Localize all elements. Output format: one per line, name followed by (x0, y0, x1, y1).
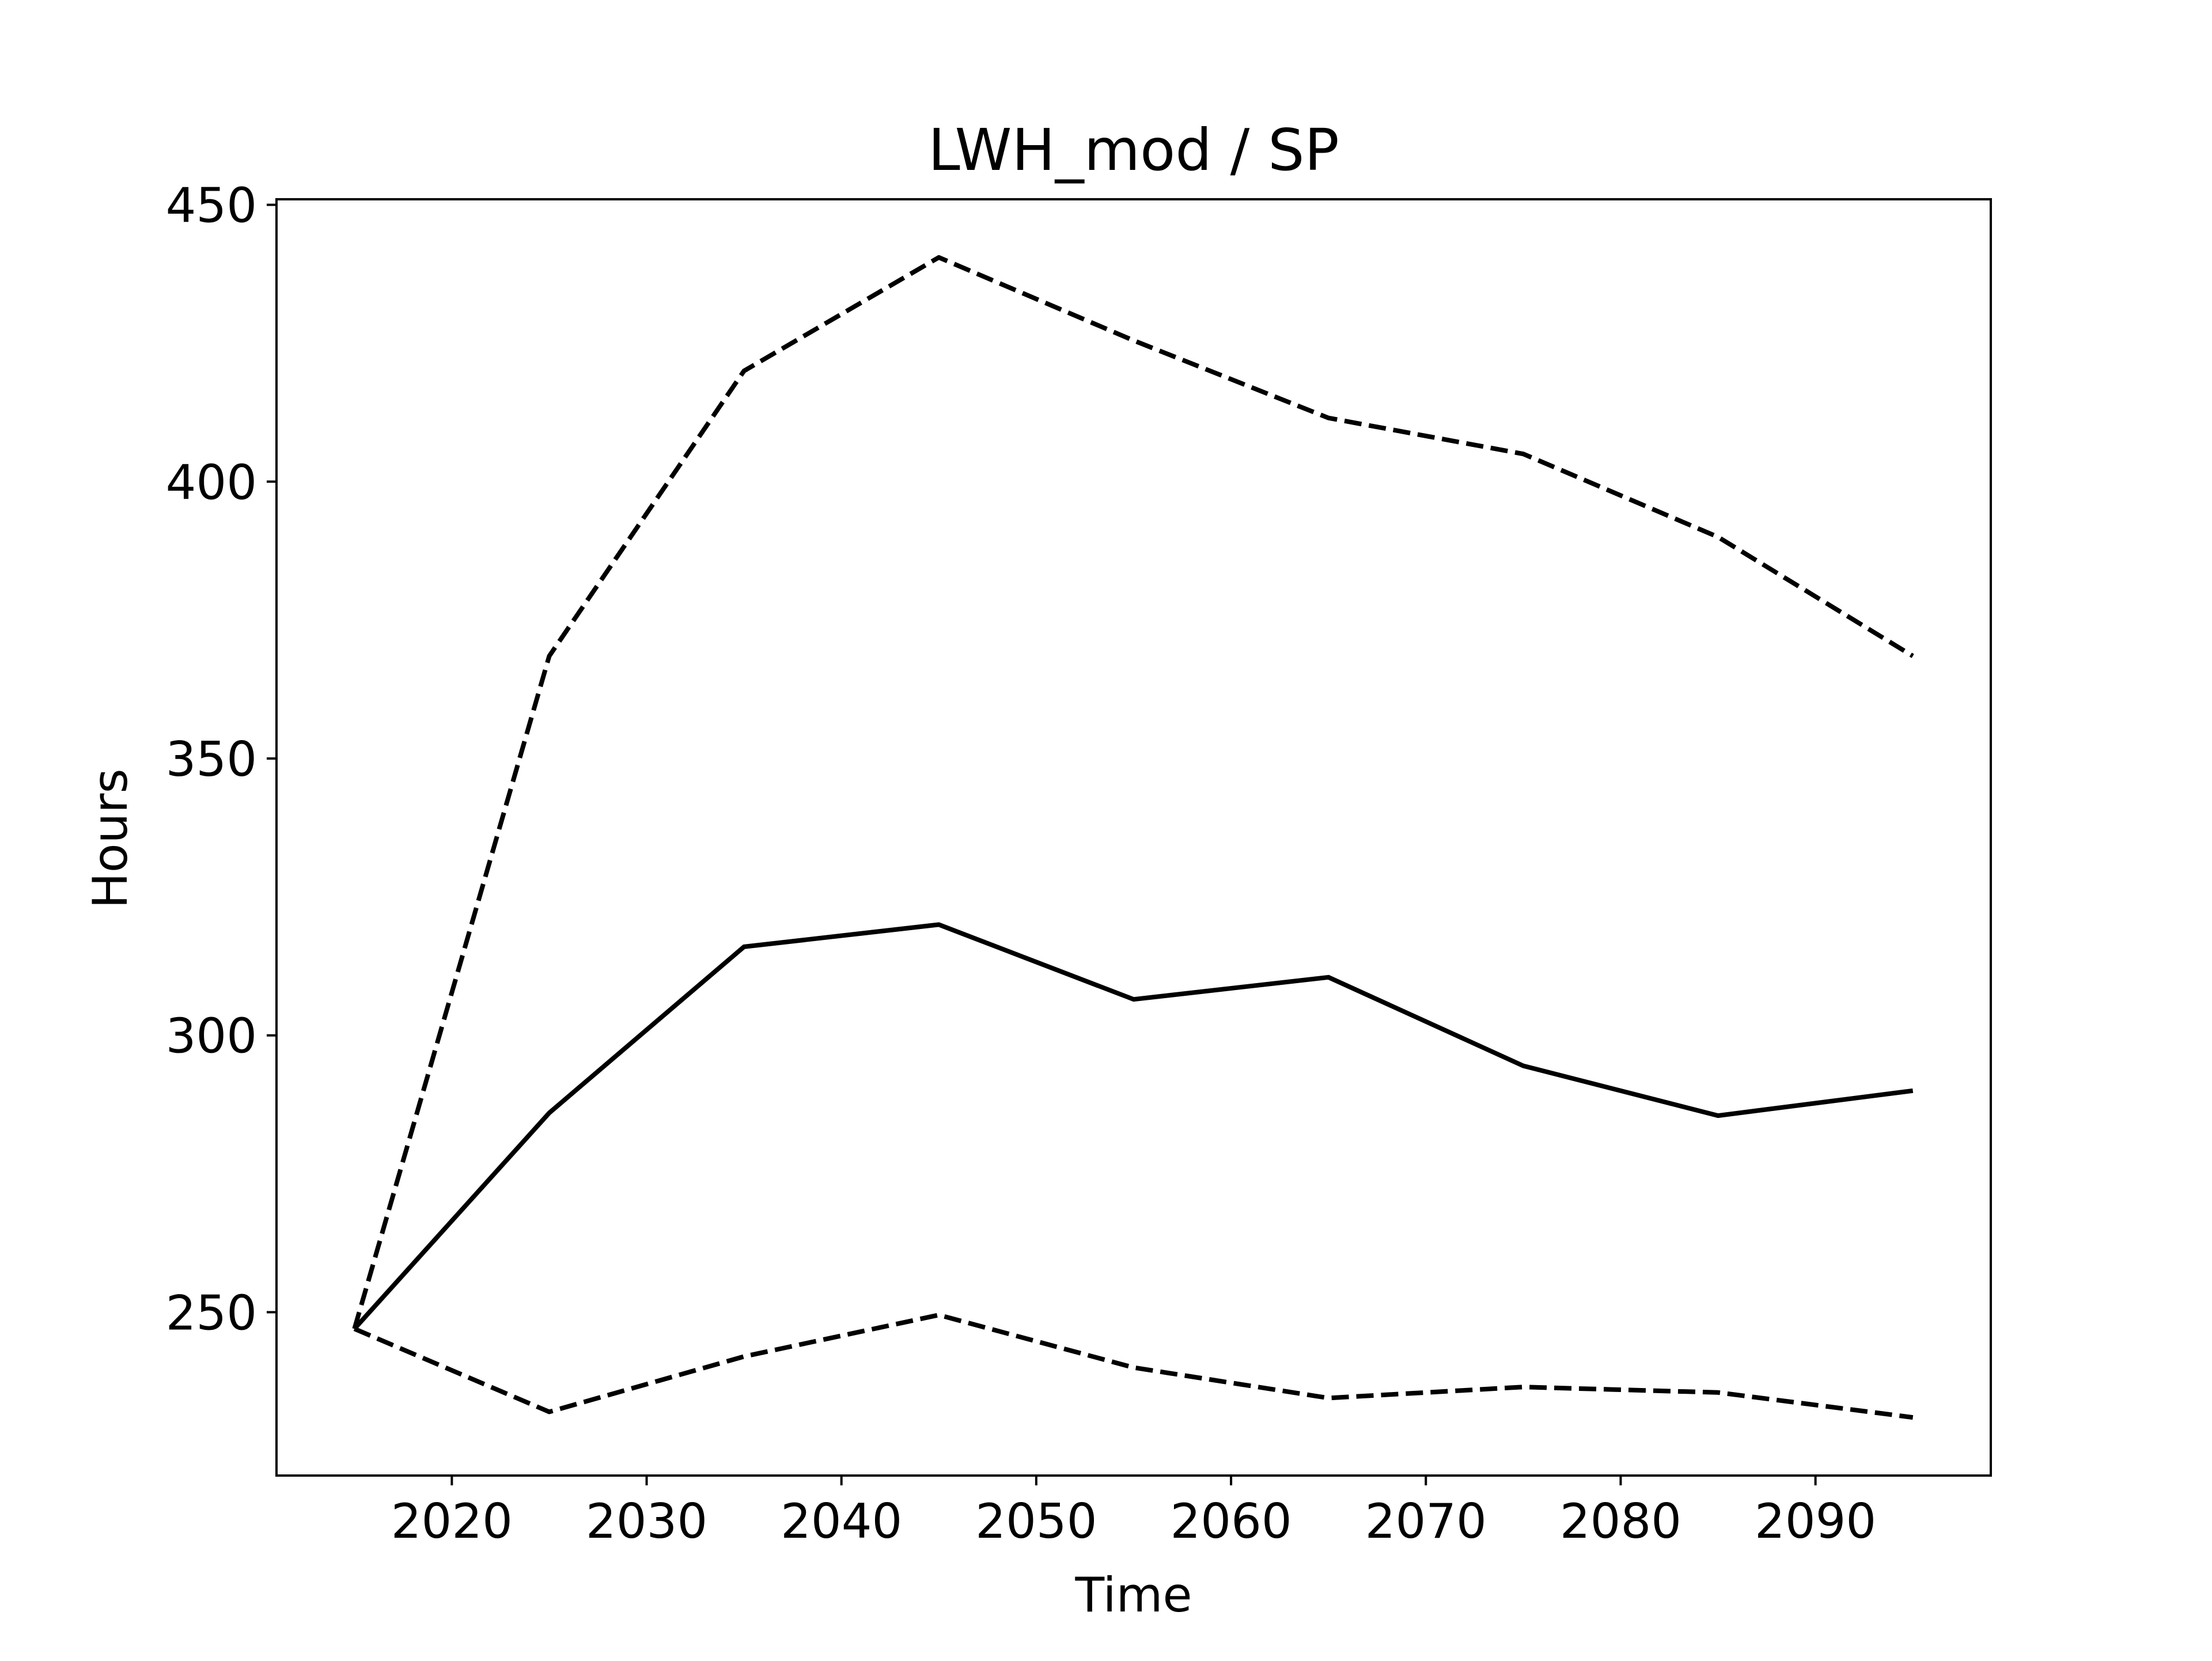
x-tick-label: 2030 (586, 1493, 707, 1549)
x-tick-label: 2080 (1560, 1493, 1681, 1549)
series-layer (352, 255, 1914, 1420)
dashed-series-line-2 (353, 1313, 1914, 1420)
solid-series-line-1 (353, 922, 1914, 1330)
x-tick-label: 2050 (975, 1493, 1097, 1549)
x-tick-label: 2060 (1170, 1493, 1291, 1549)
x-tick-label: 2020 (391, 1493, 513, 1549)
dashed-series-line-0 (352, 255, 1914, 1330)
x-tick-label: 2040 (781, 1493, 902, 1549)
chart-title: LWH_mod / SP (928, 116, 1339, 184)
y-tick-label: 400 (166, 454, 257, 510)
y-tick-label: 250 (166, 1285, 257, 1341)
y-tick-label: 300 (166, 1008, 257, 1064)
y-axis: 250 300 350 400 450 (166, 178, 276, 1341)
plot-frame (275, 198, 1992, 1477)
y-axis-label: Hours (82, 768, 138, 908)
y-tick-label: 450 (166, 178, 257, 234)
x-axis-label: Time (1074, 1567, 1192, 1623)
y-tick-label: 350 (166, 731, 257, 787)
x-tick-label: 2070 (1365, 1493, 1487, 1549)
x-tick-label: 2090 (1755, 1493, 1876, 1549)
x-axis: 2020 2030 2040 2050 2060 2070 2080 2090 (391, 1476, 1876, 1549)
